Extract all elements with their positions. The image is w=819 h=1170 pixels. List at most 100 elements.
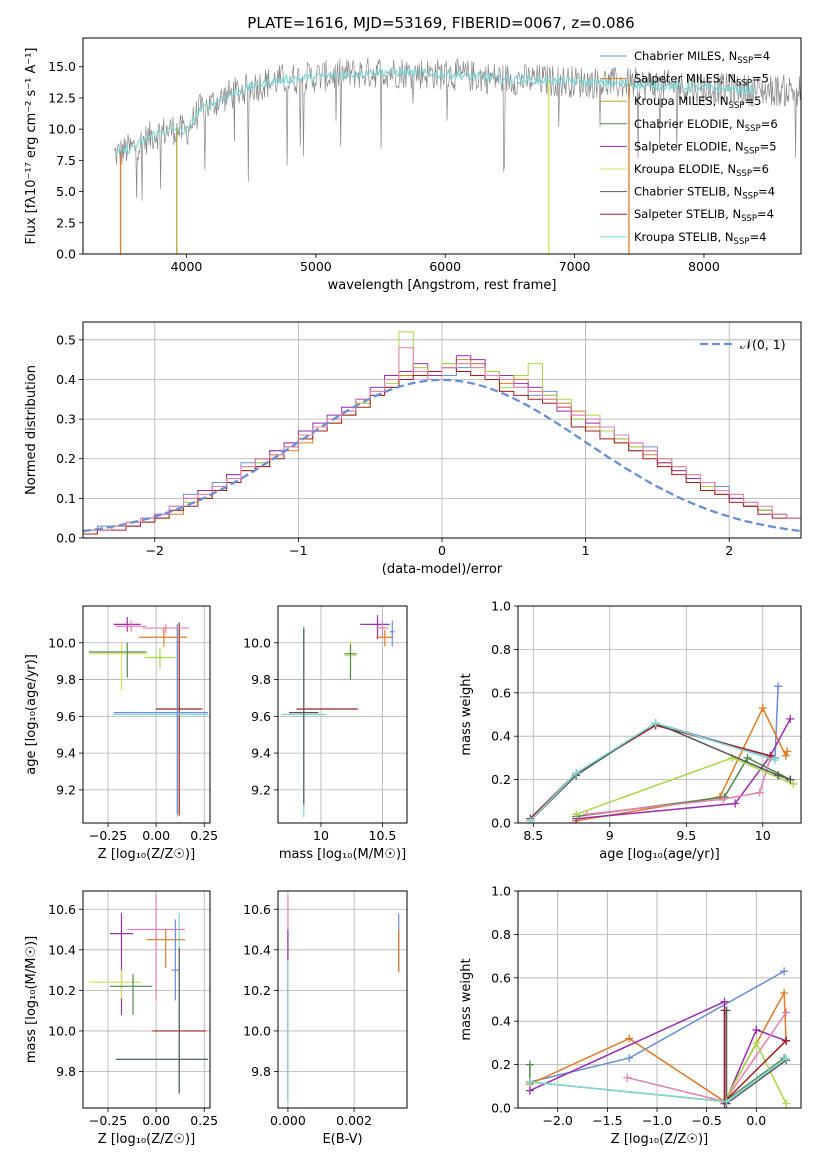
legend-tail: =6 — [761, 117, 778, 131]
x-axis-label: (data-model)/error — [382, 562, 503, 577]
y-tick-label: 10.0 — [243, 1023, 271, 1038]
legend-label: Salpeter ELODIE, N — [634, 139, 744, 153]
spectrum-line — [113, 57, 801, 201]
legend-entry: Kroupa STELIB, NSSP=4 — [634, 230, 766, 247]
weight-marker — [752, 1025, 761, 1034]
spectrum-panel: 4000 5000 6000 7000 8000 0.0 2.5 5.0 7.5 10.0 12.5… — [24, 37, 802, 293]
mass-vs-ebv-panel: 0.000 0.002 9.8 10.0 10.2 10.4 10.6 E(B-V) — [243, 890, 408, 1147]
x-tick-label: −2.0 — [543, 1113, 573, 1128]
y-tick-label: 0.2 — [56, 451, 76, 466]
x-tick-label: 10.5 — [369, 828, 397, 843]
x-tick-label: 0.25 — [190, 1113, 218, 1128]
tick-group: 10 10.5 9.2 9.4 9.6 9.8 10.0 — [243, 606, 407, 843]
legend-sub: SSP — [742, 192, 758, 202]
x-tick-label: −1 — [289, 543, 307, 558]
y-tick-label: 9.2 — [56, 782, 76, 797]
normal-curve — [83, 378, 801, 533]
y-tick-label: 15.0 — [48, 59, 76, 74]
y-axis-label: Normed distribution — [24, 365, 39, 495]
x-tick-label: 2 — [725, 543, 733, 558]
y-tick-label: 9.6 — [251, 709, 271, 724]
y-tick-label: 0.6 — [491, 970, 511, 985]
legend-entry: Chabrier STELIB, NSSP=4 — [634, 185, 775, 202]
y-tick-label: 12.5 — [48, 90, 76, 105]
x-axis-label: wavelength [Angstrom, rest frame] — [328, 278, 557, 293]
weight-marker — [758, 703, 767, 712]
mass-vs-metallicity-panel: −0.25 0.00 0.25 9.8 10.0 10.2 10.4 10.6 Z [log₁₀… — [24, 890, 218, 1147]
residual-histogram-panel: −2 −1 0 1 2 0.0 0.1 0.2 0.3 0.4 0.5 (data-model)/er… — [24, 321, 802, 577]
weight-marker — [782, 1036, 791, 1045]
y-axis-label: mass weight — [459, 673, 474, 755]
legend-label: Kroupa MILES, N — [634, 94, 729, 108]
x-axis-label: E(B-V) — [322, 1132, 362, 1147]
legend-tail: =6 — [752, 162, 769, 176]
axes-frame — [82, 605, 211, 824]
y-tick-label: 9.8 — [251, 672, 271, 687]
weight-marker — [783, 747, 792, 756]
y-tick-label: 10.0 — [48, 122, 76, 137]
axes-frame — [517, 890, 802, 1109]
y-tick-label: 0.4 — [491, 1014, 511, 1029]
x-tick-label: 10 — [755, 828, 771, 843]
x-axis-label: age [log₁₀(age/yr)] — [599, 847, 720, 862]
y-tick-label: 9.2 — [251, 782, 271, 797]
weight-marker — [781, 751, 790, 760]
weight-marker — [752, 1038, 761, 1047]
axes-frame — [517, 605, 802, 824]
weight-marker — [782, 1008, 791, 1017]
y-tick-label: 10.6 — [243, 902, 271, 917]
y-tick-label: 9.4 — [56, 746, 76, 761]
plot-area — [287, 895, 400, 1102]
tick-group: −2.0 −1.5 −1.0 −0.5 0.0 0.0 0.2 0.4 0.6 0.8 1.0 — [491, 884, 801, 1128]
legend-label: Chabrier ELODIE, N — [634, 117, 745, 131]
y-tick-label: 0.5 — [56, 332, 76, 347]
x-tick-label: 0 — [438, 543, 446, 558]
y-tick-label: 9.4 — [251, 746, 271, 761]
legend-label: Chabrier STELIB, N — [634, 185, 742, 199]
weight-marker — [526, 816, 535, 823]
legend-tail: =4 — [758, 185, 775, 199]
x-tick-label: 0.00 — [142, 1113, 170, 1128]
plot-area — [281, 615, 395, 818]
legend-sub: SSP — [734, 237, 750, 247]
y-axis-label: mass [log₁₀(M/M☉)] — [24, 936, 39, 1063]
legend-label: Kroupa STELIB, N — [634, 230, 734, 244]
y-tick-label: 10.0 — [48, 635, 76, 650]
weight-marker — [774, 771, 783, 780]
mass-weight-vs-age-panel: 8.5 9 9.5 10 0.0 0.2 0.4 0.6 0.8 1.0 age [log₁₀(ag… — [459, 599, 802, 862]
y-tick-label: 10.6 — [48, 902, 76, 917]
weight-marker — [780, 967, 789, 976]
weight-marker — [770, 756, 779, 765]
y-tick-label: 10.0 — [243, 635, 271, 650]
weight-marker — [786, 714, 795, 723]
y-tick-label: 10.2 — [243, 983, 271, 998]
figure-title: PLATE=1616, MJD=53169, FIBERID=0067, z=0… — [247, 14, 634, 32]
legend-sub: SSP — [729, 101, 745, 111]
y-tick-label: 0.2 — [491, 1057, 511, 1072]
weight-marker — [623, 1073, 632, 1082]
y-tick-label: 0.8 — [491, 927, 511, 942]
x-axis-label: Z [log₁₀(Z/Z☉)] — [98, 847, 195, 862]
y-tick-label: 5.0 — [56, 184, 76, 199]
weight-marker — [786, 775, 795, 784]
x-tick-label: 8.5 — [523, 828, 543, 843]
axes-frame — [277, 605, 408, 824]
plot-area — [88, 617, 209, 818]
legend-tail: =5 — [752, 72, 769, 86]
legend-entry: Kroupa MILES, NSSP=5 — [634, 94, 761, 111]
weight-marker — [743, 753, 752, 762]
weight-marker — [722, 1006, 731, 1015]
x-axis-label: mass [log₁₀(M/M☉)] — [279, 847, 406, 862]
legend-label: Salpeter MILES, N — [634, 72, 736, 86]
x-tick-label: −0.25 — [89, 1113, 127, 1128]
legend-entry: Chabrier MILES, NSSP=4 — [634, 49, 770, 66]
y-axis-label: Flux [fλ10⁻¹⁷ erg cm⁻² s⁻¹ A⁻¹] — [24, 48, 39, 245]
legend-sub: SSP — [736, 79, 752, 89]
legend-tail: =4 — [757, 207, 774, 221]
weight-marker — [582, 810, 591, 819]
weight-line — [576, 718, 791, 820]
x-tick-label: 8000 — [688, 259, 720, 274]
y-tick-label: 7.5 — [56, 153, 76, 168]
legend-entry: 𝒩(0, 1) — [740, 337, 786, 352]
